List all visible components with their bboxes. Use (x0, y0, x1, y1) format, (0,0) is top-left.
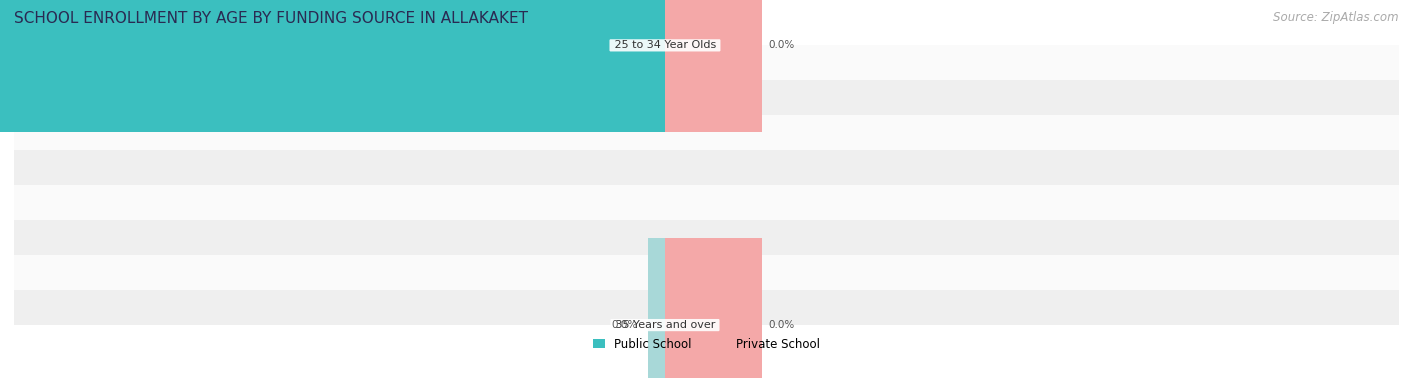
Bar (14, 150, 1399, 185)
Bar (14, 115, 1399, 150)
Text: Source: ZipAtlas.com: Source: ZipAtlas.com (1274, 11, 1399, 24)
Bar (665, 239, 762, 378)
Text: SCHOOL ENROLLMENT BY AGE BY FUNDING SOURCE IN ALLAKAKET: SCHOOL ENROLLMENT BY AGE BY FUNDING SOUR… (14, 11, 529, 26)
Bar (0, 0, 665, 132)
Bar (14, 81, 1399, 115)
Legend: Public School, Private School: Public School, Private School (588, 333, 825, 356)
Text: 25 to 34 Year Olds: 25 to 34 Year Olds (610, 40, 720, 50)
Bar (665, 0, 762, 132)
Text: 0.0%: 0.0% (769, 320, 794, 330)
Text: 0.0%: 0.0% (612, 320, 637, 330)
Text: 0.0%: 0.0% (769, 40, 794, 50)
Bar (648, 239, 665, 378)
Bar (14, 290, 1399, 325)
Text: 35 Years and over: 35 Years and over (612, 320, 718, 330)
Bar (14, 220, 1399, 255)
Bar (14, 255, 1399, 290)
Bar (14, 45, 1399, 81)
Bar (14, 185, 1399, 220)
